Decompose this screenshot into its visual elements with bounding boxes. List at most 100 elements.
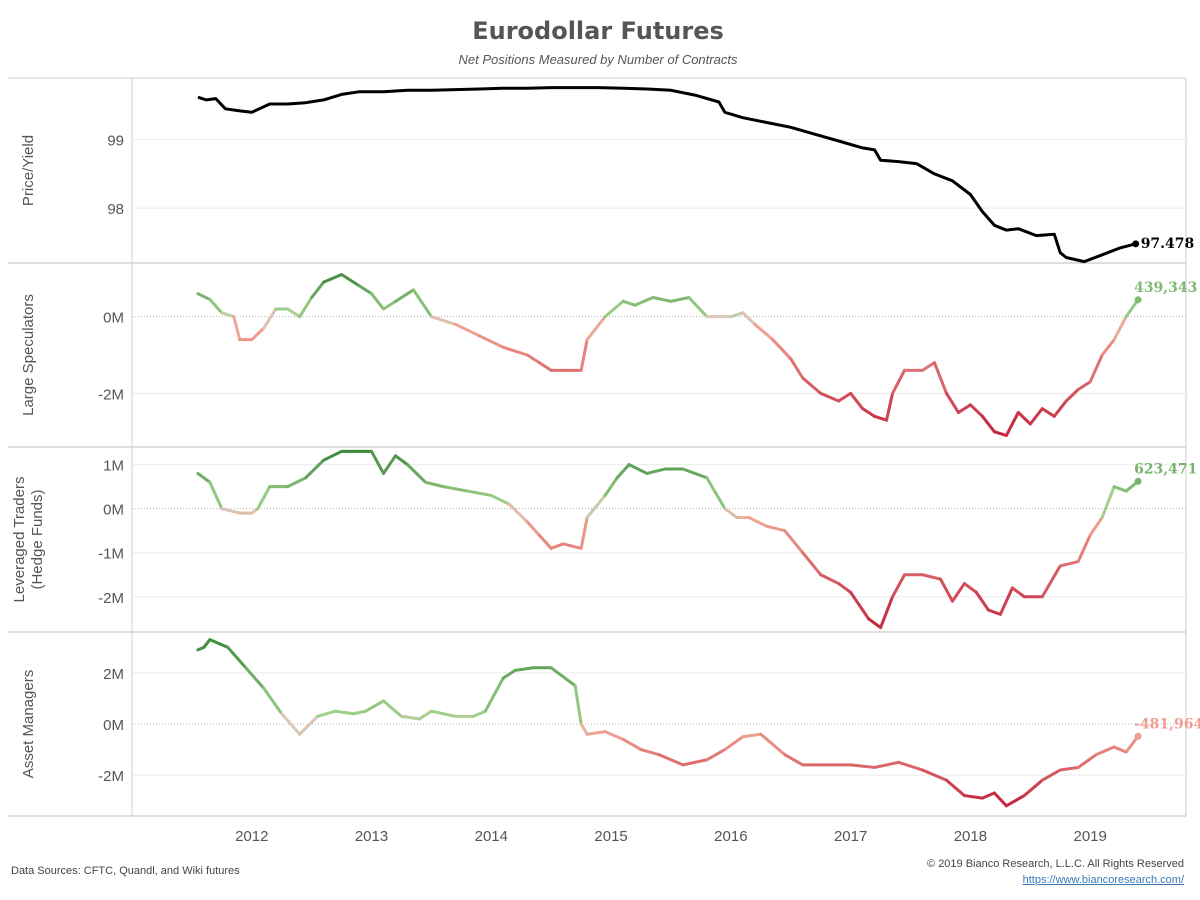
- series-segment: [944, 778, 966, 798]
- series-segment: [741, 311, 757, 326]
- series-segment: [801, 376, 823, 395]
- series-segment: [537, 361, 553, 372]
- series-segment: [974, 590, 990, 612]
- series-segment: [250, 326, 266, 342]
- series-segment: [1058, 560, 1080, 568]
- series-segment: [322, 449, 344, 462]
- series-segment: [1112, 485, 1128, 493]
- chart-subtitle: Net Positions Measured by Number of Cont…: [458, 52, 738, 67]
- series-segment: [573, 684, 583, 726]
- x-tick-label: 2014: [475, 828, 508, 845]
- series-segment: [417, 709, 433, 721]
- series-segment: [1004, 794, 1026, 808]
- series-segment: [783, 753, 805, 767]
- end-value-label: 97.478: [1141, 236, 1195, 252]
- series-segment: [956, 403, 972, 414]
- series-segment: [837, 391, 853, 403]
- y-tick-label: 2M: [103, 666, 124, 683]
- series-segment: [208, 480, 224, 511]
- series-segment: [819, 391, 841, 403]
- series-segment: [921, 361, 936, 372]
- x-tick-label: 2019: [1073, 828, 1106, 845]
- series-segment: [340, 273, 362, 288]
- series-segment: [370, 292, 386, 311]
- series-segment: [681, 467, 709, 480]
- series-segment: [429, 315, 457, 326]
- series-segment: [603, 730, 625, 741]
- series-segment: [501, 668, 517, 680]
- series-segment: [897, 760, 924, 772]
- series-segment: [394, 288, 415, 303]
- series-segment: [651, 296, 673, 303]
- x-tick-label: 2016: [714, 828, 747, 845]
- series-segment: [507, 502, 529, 524]
- series-segment: [980, 414, 996, 434]
- series-segment: [537, 533, 553, 550]
- series-segment: [489, 493, 511, 506]
- series-segment: [423, 480, 445, 489]
- series-segment: [603, 476, 619, 497]
- series-segment: [382, 299, 397, 311]
- series-segment: [394, 454, 409, 467]
- x-tick-label: 2017: [834, 828, 867, 845]
- series-segment: [399, 714, 421, 721]
- y-tick-label: -2M: [98, 386, 124, 403]
- series-segment: [921, 573, 942, 581]
- series-segment: [525, 353, 541, 365]
- series-segment: [968, 403, 984, 418]
- website-link[interactable]: https://www.biancoresearch.com/: [1022, 874, 1184, 886]
- series-segment: [262, 307, 278, 330]
- series-segment: [729, 311, 745, 319]
- series-segment: [783, 529, 805, 555]
- series-segment: [1076, 533, 1092, 564]
- x-tick-label: 2013: [355, 828, 388, 845]
- series-segment: [585, 315, 607, 342]
- series-segment: [992, 430, 1008, 437]
- series-segment: [1064, 388, 1080, 403]
- series-segment: [1004, 411, 1020, 437]
- series-segment: [1088, 515, 1104, 537]
- series-segment: [585, 730, 607, 736]
- y-tick-label: 0M: [103, 502, 124, 519]
- series-segment: [1058, 765, 1080, 772]
- y-tick-label: -1M: [98, 546, 124, 563]
- series-segment: [741, 732, 763, 739]
- x-tick-label: 2012: [235, 828, 268, 845]
- series-segment: [705, 476, 727, 511]
- series-segment: [1076, 753, 1098, 769]
- series-segment: [1076, 380, 1092, 391]
- y-tick-label: -2M: [98, 768, 124, 785]
- series-segment: [316, 709, 338, 718]
- price-line: [197, 86, 1137, 264]
- series-segment: [1040, 768, 1062, 782]
- series-segment: [687, 296, 709, 319]
- y-tick-label: 98: [107, 201, 124, 218]
- y-tick-label: 1M: [103, 458, 124, 475]
- series-segment: [657, 753, 685, 767]
- series-segment: [549, 666, 577, 688]
- series-segment: [579, 515, 589, 550]
- x-tick-label: 2018: [954, 828, 987, 845]
- panel-label: Price/Yield: [20, 135, 37, 206]
- series-segment: [370, 449, 386, 475]
- series-segment: [453, 322, 481, 338]
- copyright-text: © 2019 Bianco Research, L.L.C. All Right…: [927, 858, 1184, 870]
- y-tick-label: 0M: [103, 310, 124, 327]
- series-segment: [1040, 564, 1062, 599]
- series-segment: [723, 507, 739, 519]
- series-segment: [1022, 778, 1044, 798]
- copyright-block: © 2019 Bianco Research, L.L.C. All Right…: [927, 856, 1184, 888]
- y-tick-label: 0M: [103, 717, 124, 734]
- series-segment: [873, 414, 889, 422]
- series-segment: [352, 709, 368, 716]
- series-segment: [849, 763, 877, 769]
- series-segment: [220, 507, 242, 515]
- series-segment: [232, 315, 242, 342]
- series-segment: [196, 471, 212, 484]
- series-segment: [938, 577, 954, 603]
- series-segment: [681, 758, 709, 767]
- series-segment: [1040, 407, 1056, 418]
- series-segment: [873, 760, 901, 769]
- end-value-label: 439,343: [1134, 280, 1197, 296]
